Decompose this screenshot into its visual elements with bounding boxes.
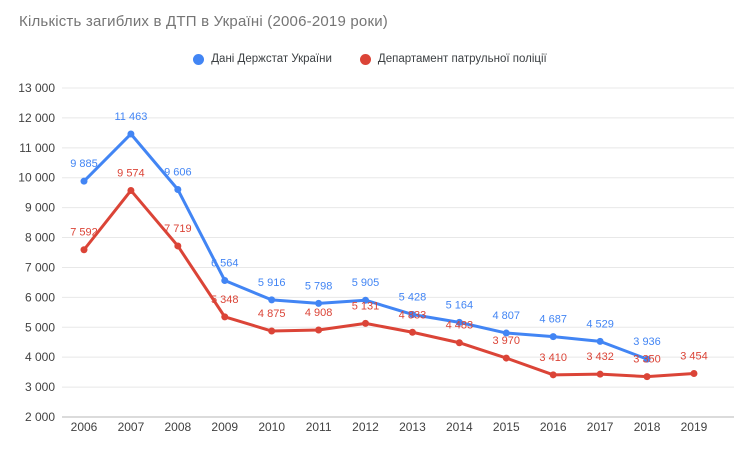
x-axis-tick-label: 2006 — [71, 420, 98, 434]
data-point — [643, 355, 651, 363]
data-point-label: 4 875 — [258, 308, 286, 320]
y-axis-tick-label: 7 000 — [25, 260, 55, 274]
data-point-label: 4 483 — [446, 320, 474, 332]
data-point-label: 5 348 — [211, 294, 239, 306]
legend-marker-derzhstat-icon — [193, 53, 205, 65]
y-axis-tick-label: 6 000 — [25, 290, 55, 304]
data-point-label: 4 807 — [493, 310, 521, 322]
y-axis-tick-label: 4 000 — [25, 350, 55, 364]
x-axis-tick-label: 2018 — [634, 420, 661, 434]
data-point-label: 5 905 — [352, 277, 380, 289]
data-point — [408, 328, 416, 336]
data-point — [643, 373, 651, 381]
data-point — [455, 318, 463, 326]
legend-marker-patrol-police-icon — [359, 53, 371, 65]
data-point — [221, 276, 229, 284]
data-point — [174, 186, 182, 194]
data-point-label: 3 970 — [493, 335, 521, 347]
y-axis-tick-label: 8 000 — [25, 231, 55, 245]
data-point-label: 7 592 — [70, 227, 98, 239]
data-point-label: 3 432 — [586, 351, 614, 363]
data-point-label: 9 606 — [164, 167, 192, 179]
x-axis-tick-label: 2011 — [306, 420, 332, 434]
data-point — [502, 354, 510, 362]
data-point — [268, 327, 276, 335]
x-axis-tick-label: 2008 — [164, 420, 191, 434]
x-axis-tick-label: 2012 — [352, 420, 379, 434]
data-point — [221, 313, 229, 321]
data-point-label: 5 164 — [446, 299, 474, 311]
data-point-label: 5 798 — [305, 280, 333, 292]
chart-title: Кількість загиблих в ДТП в Україні (2006… — [19, 13, 388, 30]
data-point-label: 9 885 — [70, 158, 98, 170]
data-point-label: 7 719 — [164, 223, 192, 235]
data-point — [455, 339, 463, 347]
data-point — [362, 296, 370, 304]
data-point — [127, 186, 135, 194]
data-point-label: 9 574 — [117, 167, 145, 179]
data-point-label: 4 529 — [586, 318, 614, 330]
data-point — [174, 242, 182, 250]
series-line-1 — [82, 188, 696, 379]
x-axis-tick-label: 2014 — [446, 420, 473, 434]
data-point — [80, 246, 88, 254]
data-point — [362, 319, 370, 327]
x-axis-tick-label: 2019 — [681, 420, 708, 434]
data-point — [596, 370, 604, 378]
y-axis-tick-label: 11 000 — [19, 141, 55, 155]
data-point-label: 3 936 — [633, 336, 661, 348]
x-axis-tick-label: 2010 — [258, 420, 285, 434]
y-axis-tick-label: 10 000 — [18, 171, 55, 185]
data-point-label: 6 564 — [211, 257, 239, 269]
x-axis-tick-label: 2007 — [118, 420, 145, 434]
y-axis-tick-label: 5 000 — [25, 320, 55, 334]
data-point — [127, 130, 135, 138]
data-point — [502, 329, 510, 337]
data-point — [408, 310, 416, 318]
y-axis-tick-label: 3 000 — [25, 380, 55, 394]
x-axis-tick-label: 2009 — [211, 420, 238, 434]
legend: Дані Держстат України Департамент патрул… — [0, 53, 740, 65]
x-axis-tick-label: 2013 — [399, 420, 426, 434]
y-axis-tick-label: 2 000 — [25, 410, 55, 424]
data-point — [315, 299, 323, 307]
legend-item-patrol-police[interactable]: Департамент патрульної поліції — [359, 53, 547, 65]
x-axis-tick-label: 2017 — [587, 420, 614, 434]
y-axis-tick-label: 12 000 — [18, 111, 55, 125]
data-point-label: 5 131 — [352, 300, 380, 312]
data-point-label: 11 463 — [115, 111, 148, 123]
data-point-label: 4 833 — [399, 309, 427, 321]
data-point — [549, 333, 557, 341]
data-point — [596, 337, 604, 345]
y-axis-tick-label: 9 000 — [25, 201, 55, 215]
data-point — [690, 370, 698, 378]
data-point-label: 3 454 — [680, 351, 708, 363]
data-point-label: 4 687 — [539, 314, 567, 326]
data-point-label: 5 916 — [258, 277, 286, 289]
data-point-label: 5 428 — [399, 291, 427, 303]
data-point — [315, 326, 323, 334]
legend-item-derzhstat[interactable]: Дані Держстат України — [193, 53, 332, 65]
legend-label-patrol-police: Департамент патрульної поліції — [377, 53, 547, 65]
y-axis-tick-label: 13 000 — [18, 81, 55, 95]
x-axis-tick-label: 2015 — [493, 420, 520, 434]
data-point-label: 4 908 — [305, 307, 333, 319]
data-point-label: 3 350 — [633, 354, 661, 366]
data-point — [80, 177, 88, 185]
legend-label-derzhstat: Дані Держстат України — [211, 53, 332, 65]
data-point — [549, 371, 557, 379]
data-point — [268, 296, 276, 304]
data-point-label: 3 410 — [539, 352, 567, 364]
x-axis-tick-label: 2016 — [540, 420, 567, 434]
